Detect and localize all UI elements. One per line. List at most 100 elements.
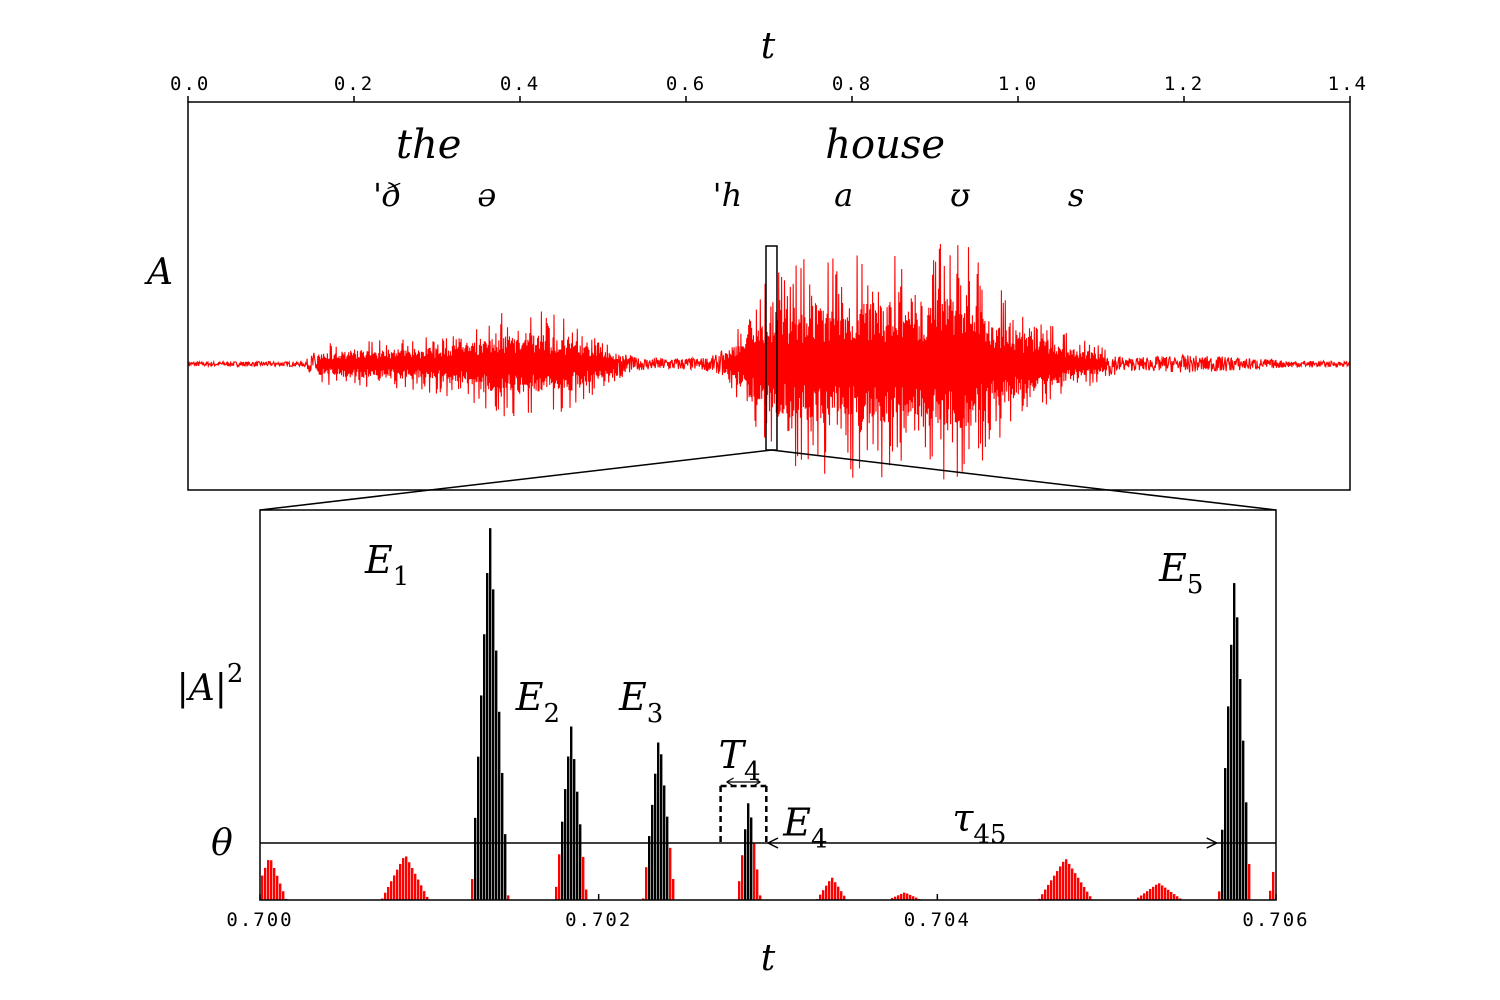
phoneme-label: ə [477, 176, 496, 214]
energy-bar [1086, 891, 1089, 900]
energy-bar [891, 897, 894, 900]
energy-bar [561, 821, 564, 900]
energy-bar [912, 896, 915, 900]
waveform-panel: t 0.0 0.2 0.4 0.6 0.8 1.0 1.2 1.4 A the house 'ð ə… [144, 26, 1366, 491]
energy-bar [567, 756, 570, 900]
energy-bar [273, 867, 276, 900]
bottom-x-tick-label: 0.702 [565, 909, 632, 931]
energy-bar [417, 879, 420, 900]
interval-arrow-heads [767, 837, 1218, 849]
energy-bar [828, 881, 831, 900]
top-x-axis-label: t [761, 26, 776, 67]
duration-label-sub: 4 [744, 757, 761, 787]
energy-bar [492, 589, 495, 900]
energy-bar [582, 856, 585, 900]
waveform-frame [187, 101, 1351, 491]
energy-bar [501, 772, 504, 900]
energy-bar [483, 634, 486, 900]
bottom-x-tick-label: 0.704 [904, 909, 971, 931]
event-label: E1 [364, 538, 409, 592]
energy-bar [1089, 896, 1092, 900]
phonetic-labels: the house 'ð ə 'h a ʊ s [373, 122, 1084, 214]
energy-bar [903, 892, 906, 900]
energy-bar [744, 829, 747, 900]
event-label-sub: 5 [1187, 570, 1204, 600]
energy-bar [498, 711, 501, 900]
energy-bar [1230, 644, 1233, 900]
energy-bar [1074, 873, 1077, 900]
energy-bar [738, 881, 741, 900]
event-label-name: E [618, 675, 647, 719]
energy-bar [837, 886, 840, 900]
interval-label-name: τ [952, 796, 974, 840]
energy-bar [1077, 877, 1080, 900]
energy-bar [1269, 890, 1272, 900]
energy-bar [672, 879, 675, 900]
energy-bar [495, 650, 498, 900]
event-label-name: E [1158, 546, 1187, 590]
energy-bar [576, 791, 579, 900]
energy-bar [1161, 885, 1164, 900]
word-label: house [825, 122, 945, 168]
energy-bar [261, 875, 264, 900]
top-x-tick-label: 0.4 [500, 73, 540, 95]
energy-bar [1170, 891, 1173, 900]
energy-bar [1242, 740, 1245, 900]
energy-bar [1224, 768, 1227, 900]
energy-bar [1248, 863, 1251, 900]
energy-bar [384, 892, 387, 900]
energy-bar [504, 834, 507, 900]
energy-bar [411, 867, 414, 900]
energy-bar [408, 862, 411, 900]
energy-bar [660, 754, 663, 900]
energy-bar [1176, 896, 1179, 900]
bottom-x-tick-label: 0.700 [226, 909, 293, 931]
energy-frame [259, 509, 1277, 901]
event-label-sub: 2 [543, 699, 560, 729]
energy-bar [1146, 891, 1149, 900]
event-label-sub: 3 [647, 699, 664, 729]
energy-bar [1236, 617, 1239, 900]
bottom-x-tick-label: 0.706 [1242, 909, 1309, 931]
energy-bar [1179, 898, 1182, 900]
energy-bar [906, 893, 909, 900]
energy-bar [405, 856, 408, 900]
energy-bar [1071, 868, 1074, 900]
energy-bar [1053, 875, 1056, 900]
energy-bar [654, 773, 657, 900]
energy-bar [420, 885, 423, 900]
energy-bar [1227, 706, 1230, 900]
energy-bar [1056, 871, 1059, 900]
event-label-name: E [515, 675, 544, 719]
phoneme-label: 'ð [373, 176, 401, 214]
energy-bar [747, 803, 750, 900]
energy-bar [579, 824, 582, 900]
energy-bar [840, 891, 843, 900]
energy-bar [831, 877, 834, 900]
energy-bar [1233, 583, 1236, 900]
energy-bar [1155, 884, 1158, 900]
energy-bar [276, 875, 279, 900]
energy-bar [669, 847, 672, 900]
energy-bar [558, 854, 561, 900]
energy-bar [1080, 882, 1083, 900]
energy-bar [1137, 897, 1140, 900]
phoneme-label: 'h [713, 176, 742, 214]
energy-bar [282, 891, 285, 900]
energy-bar [1143, 893, 1146, 900]
energy-bar [1059, 866, 1062, 900]
energy-bar [1239, 679, 1242, 900]
energy-bar [1149, 889, 1152, 900]
event-label-name: E [782, 800, 811, 844]
bottom-x-ticks: 0.700 0.702 0.704 0.706 [226, 894, 1309, 931]
event-label-sub: 1 [393, 562, 410, 592]
threshold-label: θ [211, 823, 233, 864]
energy-bar [585, 889, 588, 900]
energy-bar [264, 867, 267, 900]
energy-bar [1047, 884, 1050, 900]
energy-bar [648, 836, 651, 900]
bottom-y-axis-label-sup: 2 [227, 659, 244, 689]
top-x-tick-label: 0.0 [170, 73, 210, 95]
